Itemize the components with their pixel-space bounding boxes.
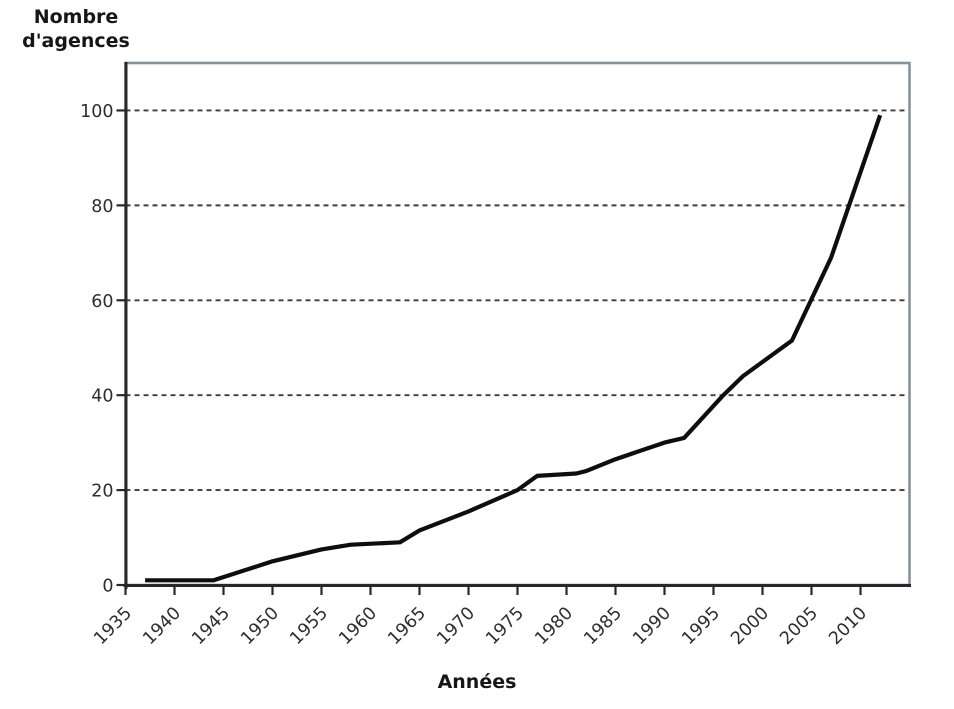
x-axis-title: Années	[437, 671, 517, 693]
x-tick-label-2000: 2000	[727, 603, 773, 649]
y-axis-title-line2: d'agences	[22, 30, 130, 52]
y-tick-label-100: 100	[80, 102, 113, 122]
x-tick-label-1965: 1965	[384, 603, 430, 649]
x-tick-label-1960: 1960	[335, 603, 381, 649]
x-tick-label-1980: 1980	[531, 603, 577, 649]
y-tick-label-40: 40	[91, 387, 113, 407]
y-tick-label-0: 0	[102, 577, 113, 597]
data-series-line	[145, 114, 883, 583]
x-tick-label-1975: 1975	[482, 603, 528, 649]
x-tick-label-1940: 1940	[139, 603, 185, 649]
x-tick-label-1995: 1995	[678, 603, 724, 649]
x-tick-label-1955: 1955	[286, 603, 332, 649]
x-tick-label-2005: 2005	[776, 603, 822, 649]
x-tick-label-2010: 2010	[825, 603, 871, 649]
y-axis-title: Nombre d'agences	[0, 5, 152, 53]
x-tick-label-1935: 1935	[90, 603, 136, 649]
y-axis-title-line1: Nombre	[33, 6, 119, 28]
x-tick-label-1950: 1950	[237, 603, 283, 649]
x-tick-label-1945: 1945	[188, 603, 234, 649]
x-tick-label-1970: 1970	[433, 603, 479, 649]
plot-frame	[124, 61, 911, 587]
x-tick-label-1990: 1990	[629, 603, 675, 649]
y-tick-label-20: 20	[91, 482, 113, 502]
x-tick-label-1985: 1985	[580, 603, 626, 649]
y-tick-label-60: 60	[91, 292, 113, 312]
y-tick-label-80: 80	[91, 197, 113, 217]
